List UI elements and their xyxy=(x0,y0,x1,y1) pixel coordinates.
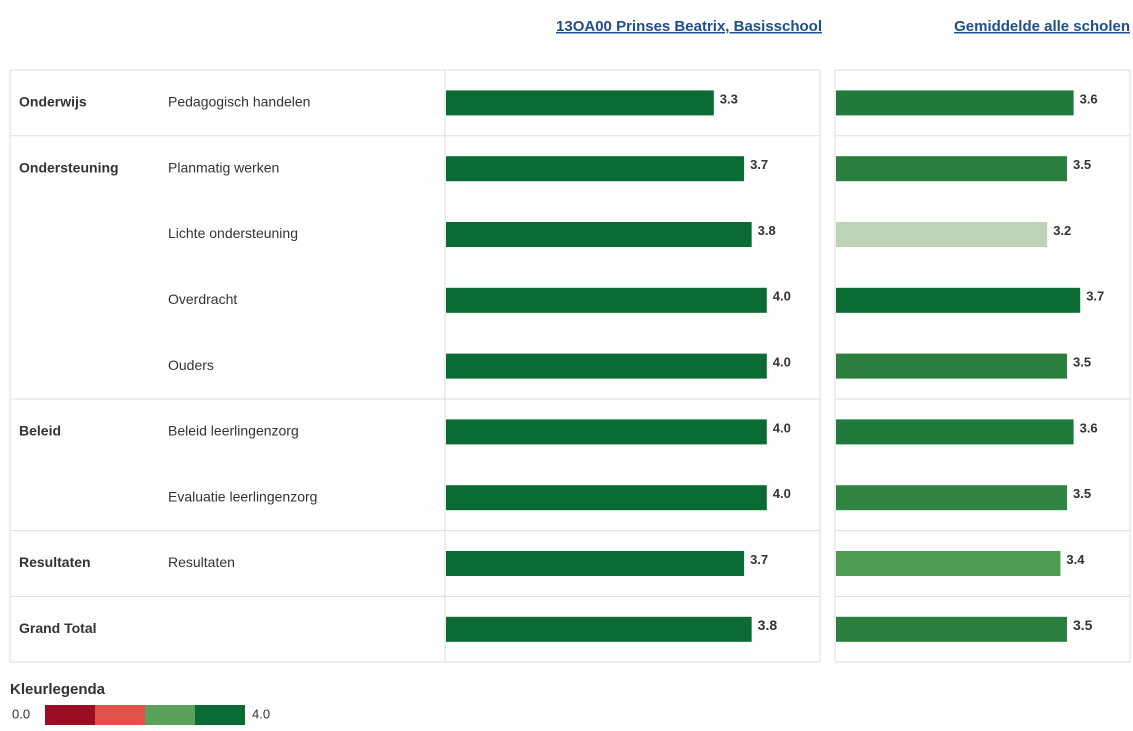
average-bar xyxy=(836,222,1048,247)
average-bar xyxy=(836,419,1074,445)
average-bar xyxy=(836,90,1074,116)
school-value: 3.8 xyxy=(758,617,778,633)
school-value: 4.0 xyxy=(773,289,791,304)
average-bar xyxy=(836,353,1067,379)
school-header[interactable]: 13OA00 Prinses Beatrix, Basisschool xyxy=(556,18,822,35)
average-value: 3.4 xyxy=(1066,552,1085,567)
school-bar xyxy=(446,353,767,379)
school-value: 3.3 xyxy=(720,91,738,106)
average-value: 3.5 xyxy=(1073,617,1093,633)
row-label: Evaluatie leerlingenzorg xyxy=(168,488,317,504)
average-bar xyxy=(836,485,1067,511)
legend-swatch xyxy=(145,705,195,725)
row-label: Pedagogisch handelen xyxy=(168,94,310,110)
group-label: Ondersteuning xyxy=(19,159,119,175)
school-value: 4.0 xyxy=(773,486,791,501)
school-value: 3.7 xyxy=(750,157,768,172)
legend-swatch xyxy=(195,705,245,725)
average-bar xyxy=(836,156,1067,182)
school-bar xyxy=(446,616,752,642)
row-label: Resultaten xyxy=(168,554,235,570)
row-label: Ouders xyxy=(168,357,214,373)
average-value: 3.2 xyxy=(1053,223,1071,238)
row-label: Overdracht xyxy=(168,291,237,307)
average-value: 3.7 xyxy=(1086,289,1104,304)
average-frame xyxy=(834,69,1131,663)
legend-min: 0.0 xyxy=(12,706,30,721)
average-header[interactable]: Gemiddelde alle scholen xyxy=(954,18,1130,35)
school-value: 4.0 xyxy=(773,355,791,370)
row-label: Planmatig werken xyxy=(168,159,279,175)
average-bar xyxy=(836,616,1067,642)
group-label: Beleid xyxy=(19,423,61,439)
average-bar xyxy=(836,551,1061,576)
average-value: 3.6 xyxy=(1080,91,1098,106)
school-bar xyxy=(446,222,752,247)
table-frame xyxy=(9,69,821,663)
legend-title: Kleurlegenda xyxy=(10,681,106,698)
school-bar xyxy=(446,156,745,182)
average-value: 3.5 xyxy=(1073,157,1091,172)
school-bar xyxy=(446,485,767,511)
legend-swatch xyxy=(45,705,95,725)
average-bar xyxy=(836,287,1081,313)
group-label: Grand Total xyxy=(19,620,97,636)
legend-swatch xyxy=(95,705,145,725)
school-bar xyxy=(446,551,745,576)
school-bar xyxy=(446,287,767,313)
school-value: 3.7 xyxy=(750,552,768,567)
average-value: 3.5 xyxy=(1073,486,1091,501)
row-label: Beleid leerlingenzorg xyxy=(168,423,299,439)
average-value: 3.5 xyxy=(1073,355,1091,370)
legend-max: 4.0 xyxy=(252,706,270,721)
average-value: 3.6 xyxy=(1080,420,1098,435)
school-value: 4.0 xyxy=(773,420,791,435)
group-label: Onderwijs xyxy=(19,94,87,110)
school-value: 3.8 xyxy=(758,223,776,238)
group-label: Resultaten xyxy=(19,554,91,570)
school-bar xyxy=(446,419,767,445)
row-label: Lichte ondersteuning xyxy=(168,225,298,241)
school-bar xyxy=(446,90,714,116)
